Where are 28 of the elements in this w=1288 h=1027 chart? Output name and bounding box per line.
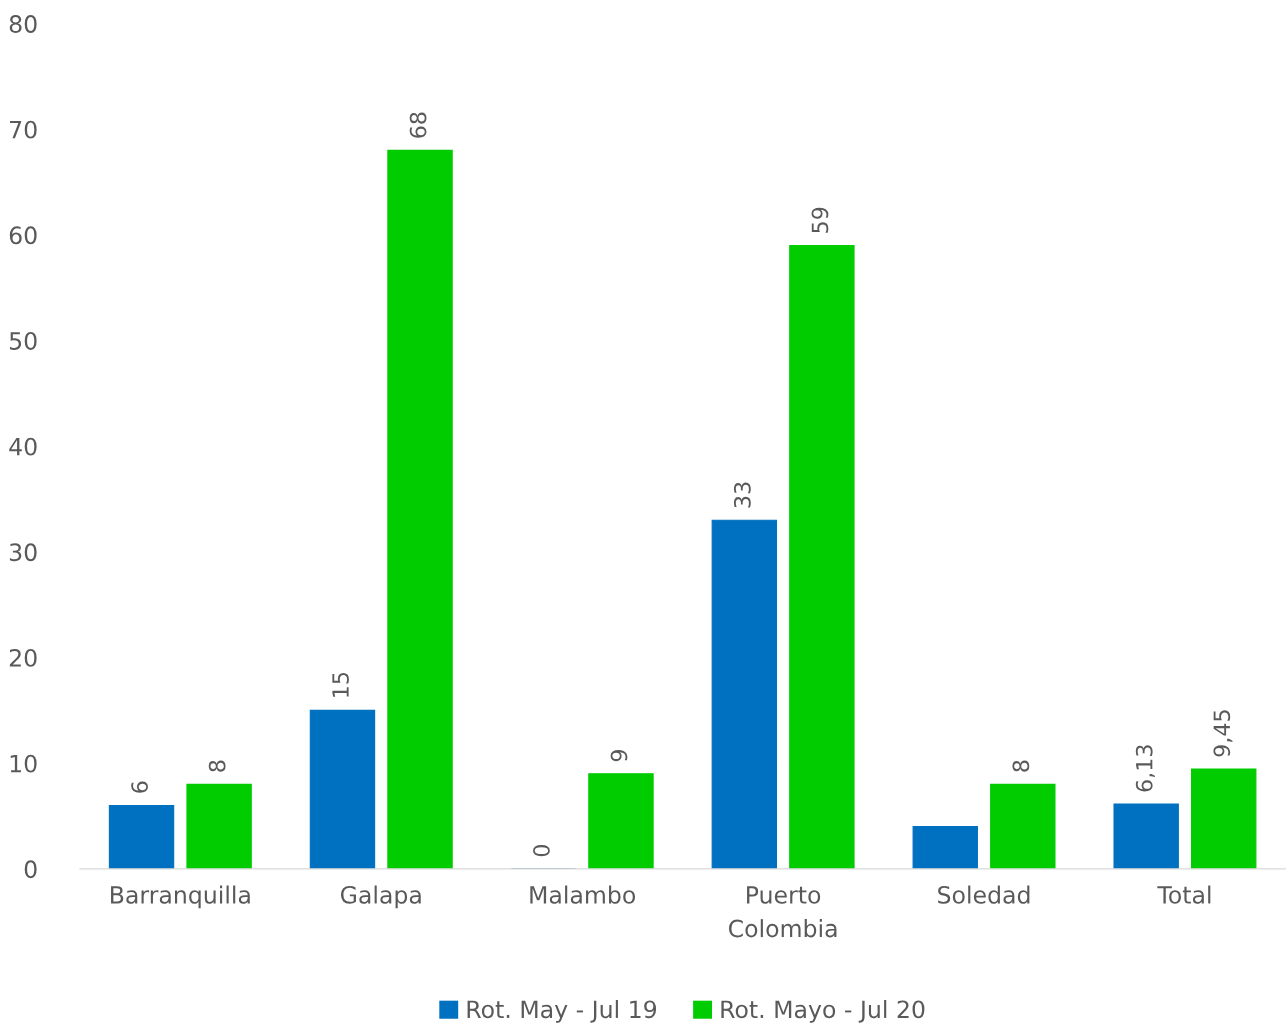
data-label: 59 (811, 207, 829, 233)
data-label: 9,45 (1213, 710, 1233, 757)
legend-label: Rot. May - Jul 19 (467, 999, 657, 1023)
y-tick-label: 60 (9, 226, 37, 245)
data-label: 15 (332, 672, 349, 697)
data-label: 33 (733, 482, 751, 508)
data-label: 8 (1012, 760, 1030, 772)
data-label: 6 (131, 781, 148, 793)
data-label: 9 (610, 750, 628, 762)
x-tick-label: Malambo (530, 885, 636, 904)
legend-label: Rot. Mayo - Jul 20 (721, 999, 925, 1023)
y-tick-label: 40 (9, 437, 37, 456)
x-tick-label: Total (1157, 885, 1211, 904)
y-tick-label: 0 (24, 860, 37, 879)
data-label: 8 (208, 760, 226, 772)
data-label: 0 (533, 845, 550, 857)
y-tick-label: 50 (9, 332, 37, 350)
y-tick-label: 30 (9, 543, 37, 562)
x-tick-label: Galapa (340, 885, 421, 909)
x-tick-label: Puerto Colombia (728, 886, 837, 938)
x-tick-label: Soledad (938, 885, 1030, 904)
data-label: 6,13 (1135, 745, 1155, 792)
y-tick-label: 80 (9, 15, 37, 33)
data-label: 68 (409, 112, 427, 138)
y-tick-label: 10 (10, 754, 37, 773)
y-tick-label: 70 (10, 120, 37, 139)
x-tick-label: Barranquilla (111, 885, 250, 909)
y-tick-label: 20 (9, 648, 37, 667)
